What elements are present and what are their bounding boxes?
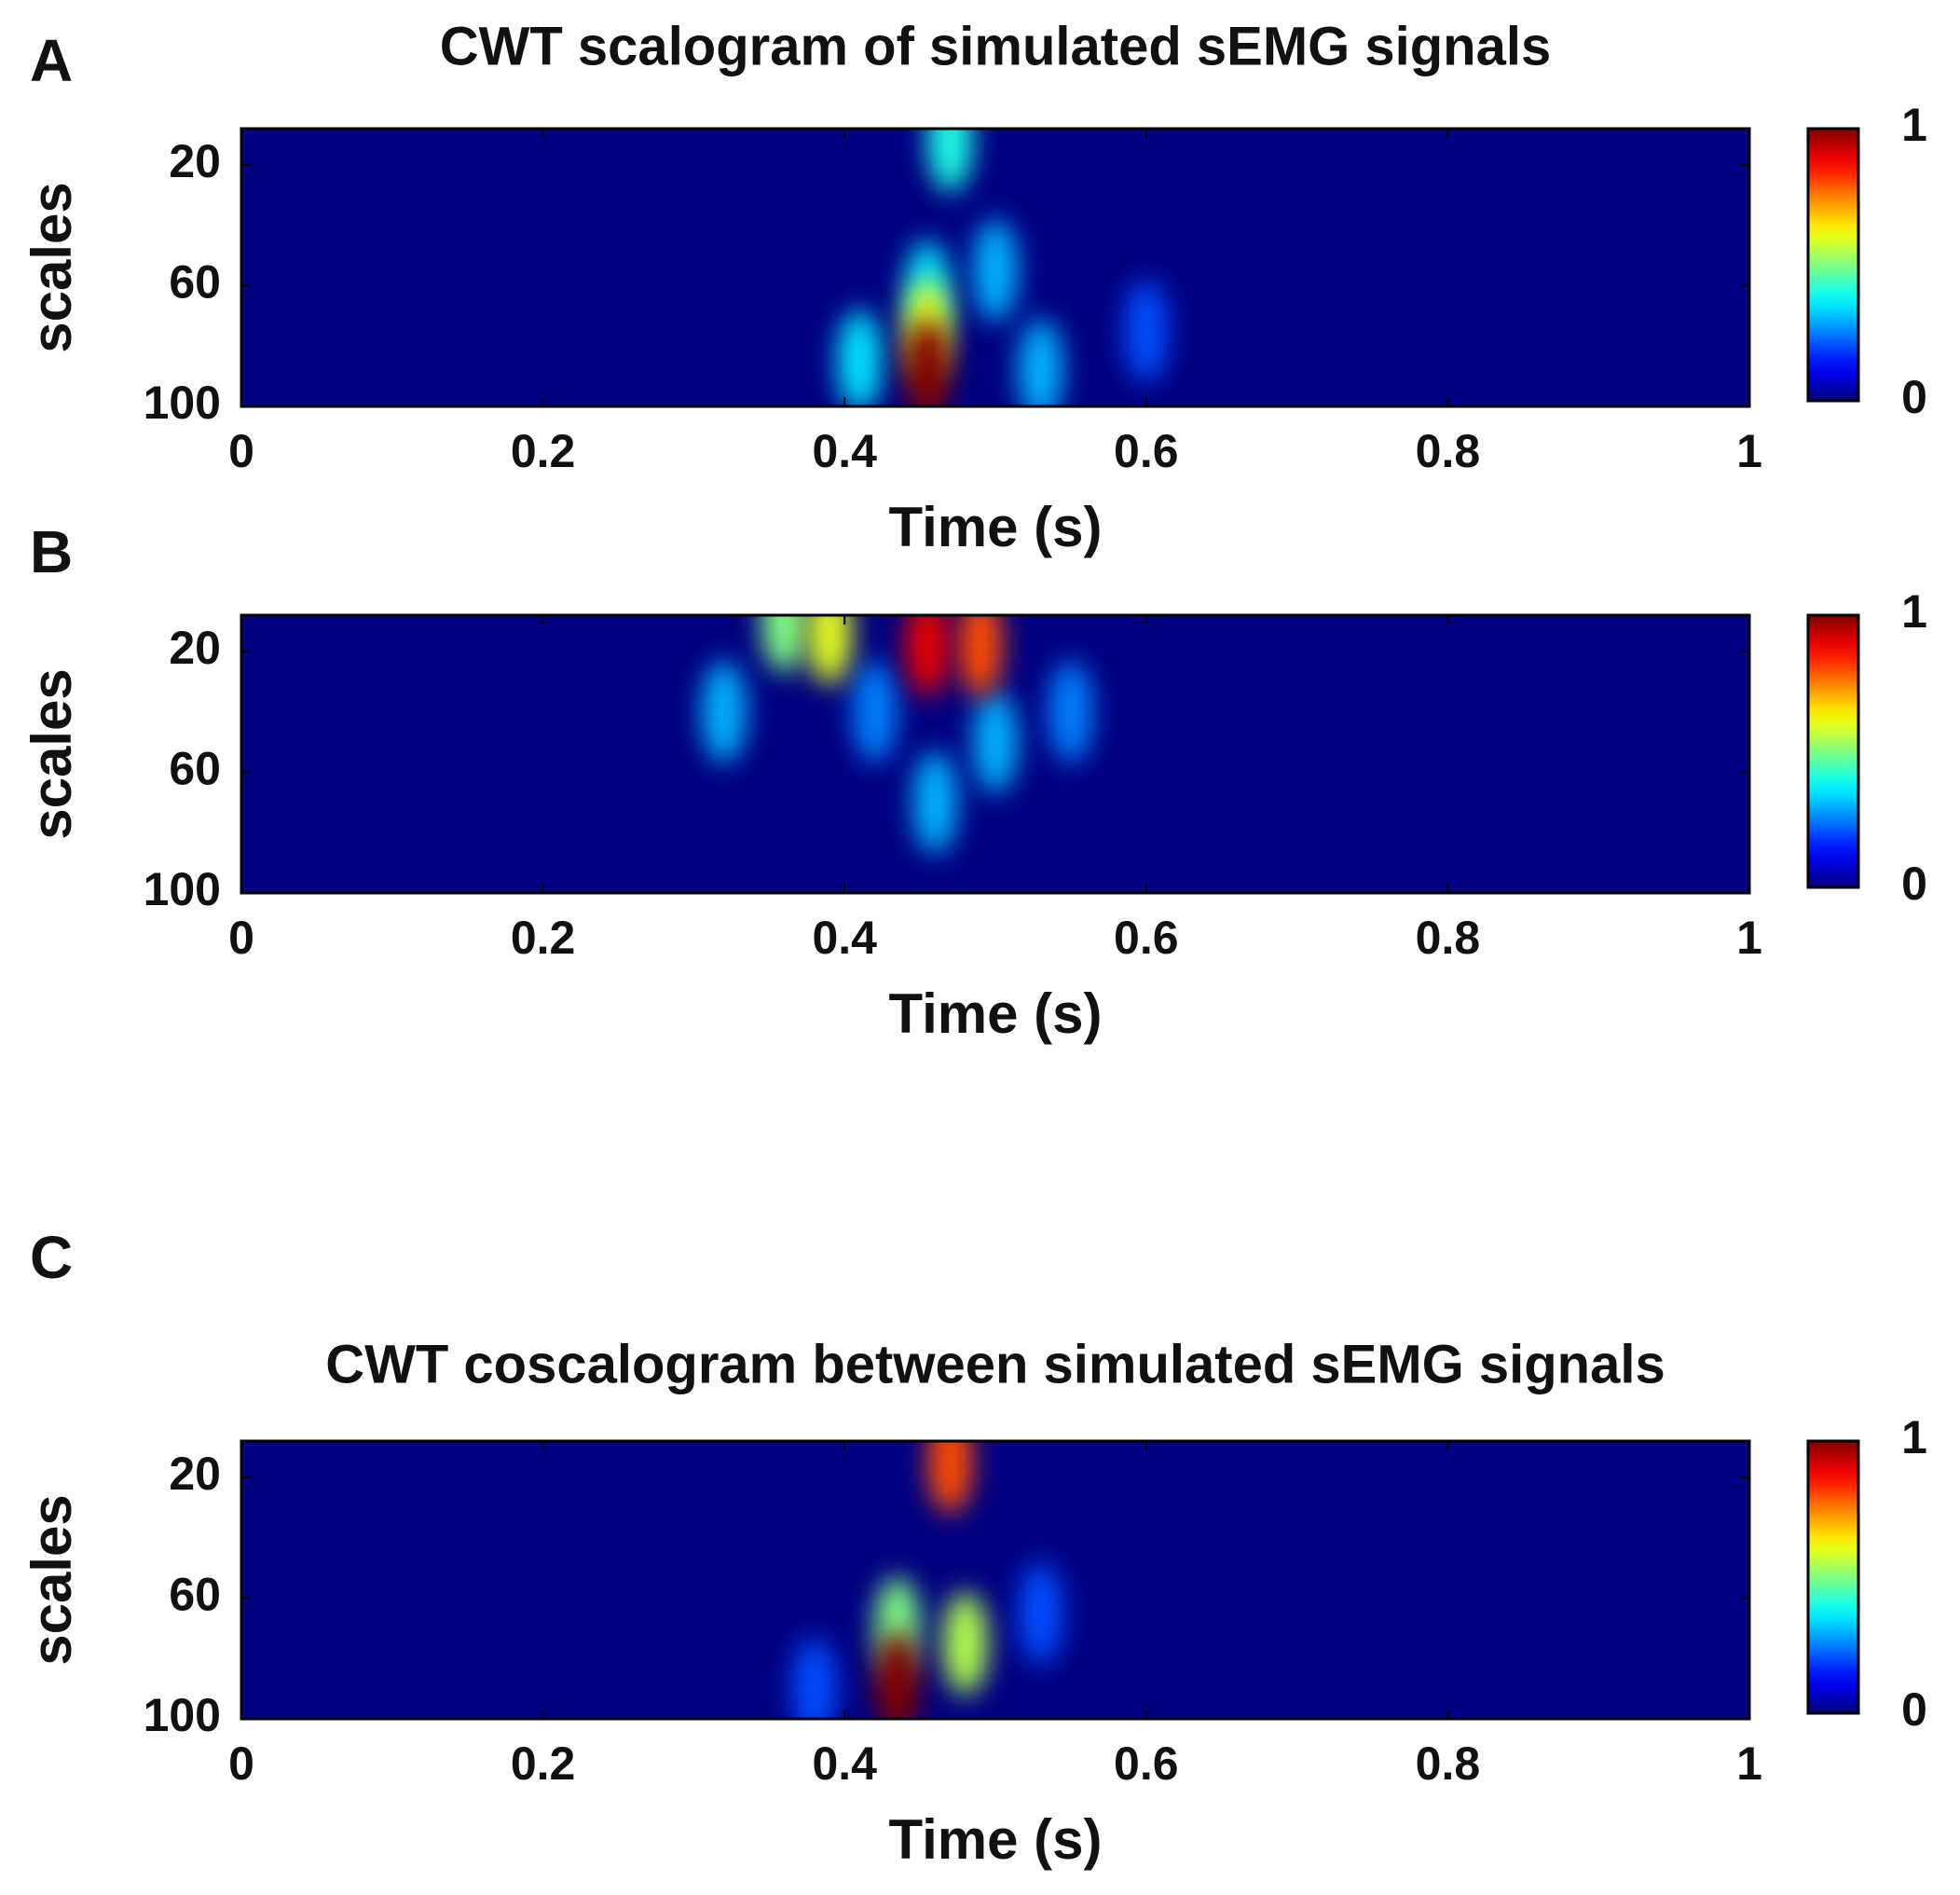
heatmap-blob	[1048, 660, 1093, 763]
heatmap-blob	[1123, 280, 1169, 383]
colorbar-tick-label: 0	[1901, 1683, 1927, 1736]
x-tick-label: 0.4	[812, 1737, 877, 1790]
heatmap-blob	[973, 219, 1018, 323]
x-axis-label: Time (s)	[889, 1808, 1103, 1871]
colorbar	[1806, 613, 1860, 889]
panel-label: B	[30, 518, 73, 585]
colorbar-tick-label: 0	[1901, 858, 1927, 910]
x-tick-label: 0	[228, 912, 254, 964]
chart-title: CWT coscalogram between simulated sEMG s…	[325, 1334, 1665, 1394]
x-tick-label: 0.8	[1416, 425, 1481, 477]
y-tick-label: 100	[144, 863, 221, 915]
chart-title: CWT scalogram of simulated sEMG signals	[440, 16, 1551, 76]
x-tick-label: 0.8	[1416, 1737, 1481, 1790]
colorbar-tick-label: 1	[1901, 99, 1927, 151]
y-tick-label: 20	[169, 622, 221, 674]
heatmap-blob	[942, 1592, 988, 1696]
x-tick-label: 1	[1736, 1737, 1762, 1790]
x-tick-label: 0.4	[812, 912, 877, 964]
heatmap-blob	[701, 660, 747, 763]
y-tick-label: 20	[169, 135, 221, 187]
y-tick-label: 60	[169, 1569, 221, 1621]
heatmap-blob	[973, 691, 1018, 794]
colorbar	[1806, 1439, 1860, 1715]
heatmap	[701, 615, 1093, 854]
heatmap	[837, 129, 1169, 406]
y-tick-label: 100	[144, 1689, 221, 1741]
x-tick-label: 0.2	[511, 425, 576, 477]
heatmap	[791, 1441, 1063, 1719]
x-tick-label: 1	[1736, 425, 1762, 477]
heatmap-blob	[837, 309, 883, 406]
x-tick-label: 0.6	[1114, 425, 1179, 477]
x-tick-label: 0.8	[1416, 912, 1481, 964]
x-tick-label: 0.4	[812, 425, 877, 477]
colorbar-tick-label: 0	[1901, 371, 1927, 423]
heatmap-blob	[905, 615, 951, 697]
heatmap-blob	[1018, 319, 1063, 406]
heatmap-blob	[761, 615, 807, 673]
y-tick-label: 60	[169, 743, 221, 795]
y-tick-label: 20	[169, 1448, 221, 1500]
colorbar-tick-label: 1	[1901, 585, 1927, 638]
y-axis-label: scales	[21, 182, 83, 353]
heatmap-blob	[852, 660, 898, 763]
heatmap-blob	[927, 1441, 973, 1514]
heatmap-blob	[912, 750, 958, 854]
plot-frame	[240, 127, 1751, 408]
heatmap-blob	[957, 615, 1003, 697]
panel-label: C	[30, 1224, 73, 1291]
panel-label: A	[30, 27, 73, 94]
heatmap-blob	[807, 615, 853, 685]
plot-frame	[240, 1439, 1751, 1721]
heatmap-blob	[905, 319, 951, 406]
colorbar-tick-label: 1	[1901, 1411, 1927, 1463]
x-axis-label: Time (s)	[889, 982, 1103, 1045]
y-tick-label: 60	[169, 256, 221, 309]
heatmap-background	[241, 1441, 1749, 1719]
y-axis-label: scales	[21, 668, 83, 840]
x-tick-label: 0.6	[1114, 1737, 1179, 1790]
x-tick-label: 1	[1736, 912, 1762, 964]
plot-frame	[240, 613, 1751, 895]
colorbar	[1806, 127, 1860, 403]
heatmap-blob	[1018, 1561, 1063, 1665]
x-tick-label: 0.6	[1114, 912, 1179, 964]
x-tick-label: 0.2	[511, 912, 576, 964]
heatmap-blob	[927, 129, 973, 192]
x-axis-label: Time (s)	[889, 496, 1103, 558]
x-tick-label: 0	[228, 1737, 254, 1790]
x-tick-label: 0	[228, 425, 254, 477]
heatmap-blob	[874, 1631, 920, 1719]
heatmap-blob	[791, 1637, 837, 1719]
y-axis-label: scales	[21, 1494, 83, 1666]
x-tick-label: 0.2	[511, 1737, 576, 1790]
y-tick-label: 100	[144, 377, 221, 429]
